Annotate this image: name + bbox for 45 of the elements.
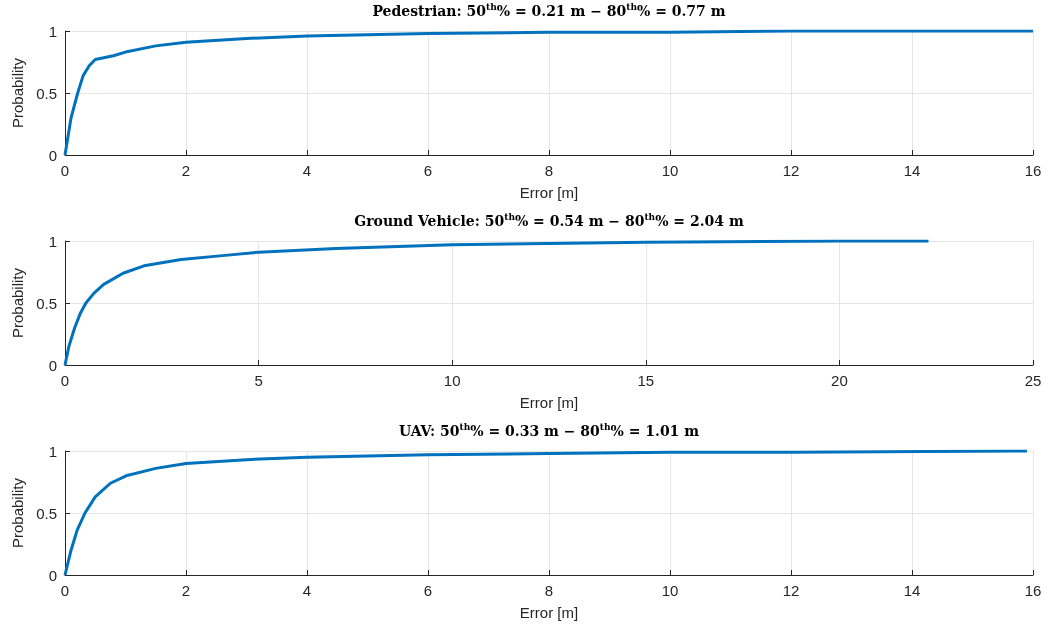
x-tick-label: 12 [782,162,800,179]
x-tick-label: 16 [1024,162,1042,179]
x-tick-label: 25 [1024,372,1042,389]
x-tick-label: 0 [60,582,70,599]
x-axis-title: Error [m] [519,604,579,621]
chart-title: UAV: 50$^{th}$% = 0.33 m − 80$^{th}$% = 1.01 m [397,422,701,439]
y-tick-label: 1 [48,232,57,250]
x-tick-label: 0 [60,372,70,389]
x-tick-label: 10 [443,372,461,389]
y-axis-title: Probability [9,267,26,339]
line-series [63,29,1035,157]
line-series [63,449,1029,577]
x-tick-label: 2 [181,162,191,179]
y-tick-label: 0.5 [36,294,57,312]
y-tick-label: 0 [48,566,57,584]
y-tick-label: 1 [48,442,57,460]
y-tick-label: 0 [48,356,57,374]
x-tick-label: 10 [661,162,679,179]
x-tick-label: 16 [1024,582,1042,599]
x-tick-label: 5 [254,372,263,389]
x-axis-title: Error [m] [519,184,579,201]
x-tick-label: 2 [181,582,191,599]
x-tick-label: 15 [637,372,655,389]
x-tick-label: 14 [903,582,921,599]
y-tick-label: 1 [48,22,57,40]
y-axis-title: Probability [9,57,26,129]
x-tick-label: 20 [831,372,848,389]
x-tick-label: 14 [903,162,921,179]
y-tick-label: 0.5 [36,504,57,522]
x-tick-label: 4 [302,162,312,179]
y-tick-label: 0 [48,146,57,164]
chart-title: Pedestrian: 50$^{th}$% = 0.21 m − 80$^{th}$% = 0.77 m [371,2,727,19]
chart-title: Ground Vehicle: 50$^{th}$% = 0.54 m − 80$^{th}$% = 2.04 m [353,212,745,229]
x-tick-label: 0 [60,162,70,179]
line-series [63,239,930,367]
x-tick-label: 6 [423,162,433,179]
x-tick-label: 4 [302,582,312,599]
y-tick-label: 0.5 [36,84,57,102]
y-axis-title: Probability [9,477,26,549]
x-tick-label: 10 [661,582,679,599]
x-tick-label: 12 [782,582,800,599]
x-tick-label: 8 [544,162,554,179]
x-tick-label: 6 [423,582,433,599]
x-tick-label: 8 [544,582,554,599]
x-axis-title: Error [m] [519,394,579,411]
